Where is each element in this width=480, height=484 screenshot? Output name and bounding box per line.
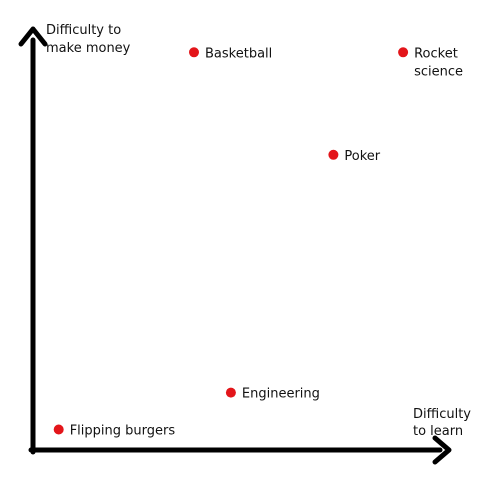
data-point-label: Engineering — [242, 387, 320, 402]
data-point-label-line: Rocket — [414, 46, 458, 61]
y-axis-arrowhead — [18, 26, 48, 47]
data-point — [225, 387, 236, 398]
x-axis-arrowhead — [432, 435, 452, 465]
data-point-label-line: Poker — [344, 149, 380, 164]
data-point-label: Basketball — [205, 46, 272, 61]
y-axis-label: Difficulty to make money — [46, 23, 131, 56]
data-points: Flipping burgers Engineering Basketball Pok… — [53, 46, 463, 439]
data-point — [398, 47, 409, 58]
data-point — [53, 424, 64, 435]
data-point — [328, 149, 339, 160]
x-axis-label: Difficulty to learn — [413, 407, 475, 439]
y-axis-label-line: Difficulty to — [46, 23, 121, 38]
data-point-label: Flipping burgers — [70, 424, 176, 439]
data-point-label-line: Engineering — [242, 387, 320, 402]
data-point-label: Rocket science — [414, 46, 463, 79]
data-point-label-line: Flipping burgers — [70, 424, 176, 439]
data-point — [189, 47, 199, 58]
y-axis-label-line: make money — [46, 41, 131, 56]
x-axis-label-line: Difficulty — [413, 407, 471, 422]
data-point-label-line: Basketball — [205, 46, 272, 61]
data-point-label-line: science — [414, 64, 463, 79]
x-axis-label-line: to learn — [413, 424, 463, 439]
data-point-label: Poker — [344, 149, 380, 164]
